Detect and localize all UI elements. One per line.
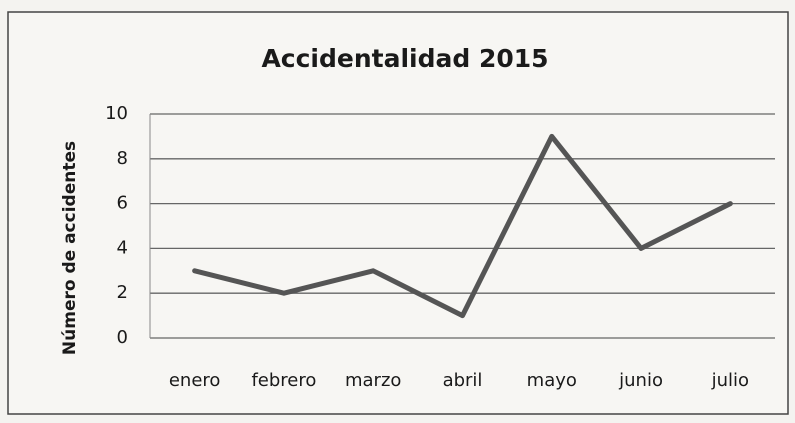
y-tick-label: 4 <box>117 237 128 258</box>
chart-border <box>7 11 789 415</box>
x-tick-label: marzo <box>345 370 401 391</box>
y-tick-label: 0 <box>117 327 128 348</box>
x-tick-label: febrero <box>251 370 316 391</box>
y-tick-label: 2 <box>117 282 128 303</box>
x-tick-label: enero <box>169 370 221 391</box>
data-line <box>192 133 733 319</box>
x-tick-label: junio <box>618 370 663 391</box>
chart-title: Accidentalidad 2015 <box>261 44 548 73</box>
y-tick-label: 6 <box>117 193 128 214</box>
x-tick-label: mayo <box>527 370 577 391</box>
x-tick-label: julio <box>711 370 749 391</box>
y-axis-label: Número de accidentes <box>60 141 80 355</box>
y-tick-label: 10 <box>105 103 128 124</box>
x-tick-label: abril <box>443 370 483 391</box>
y-tick-label: 8 <box>117 148 128 169</box>
